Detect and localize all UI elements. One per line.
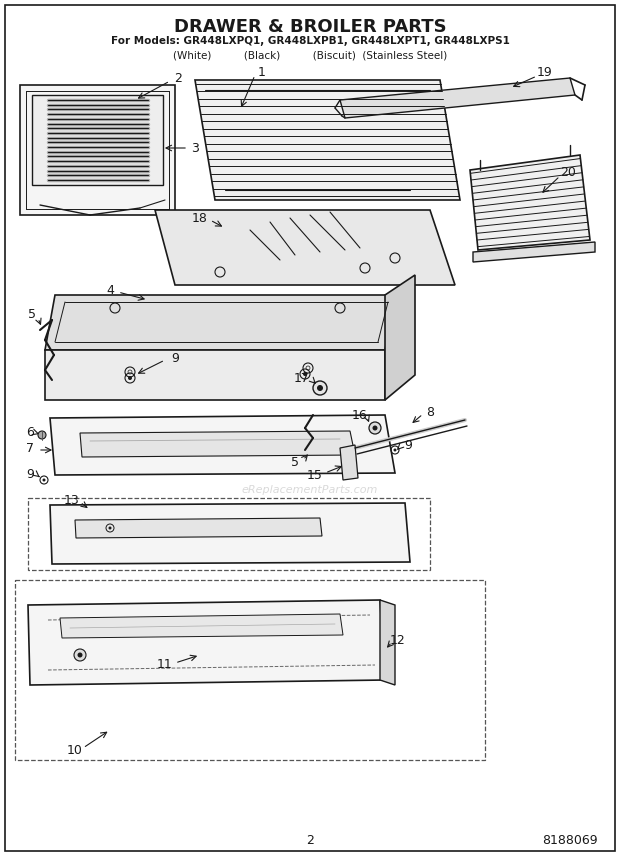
- Polygon shape: [340, 78, 575, 118]
- Text: eReplacementParts.com: eReplacementParts.com: [242, 485, 378, 495]
- Circle shape: [38, 431, 46, 439]
- Circle shape: [394, 449, 397, 451]
- Circle shape: [108, 526, 112, 530]
- Polygon shape: [473, 242, 595, 262]
- Polygon shape: [155, 210, 455, 285]
- Text: 11: 11: [157, 658, 173, 671]
- Text: 12: 12: [390, 633, 406, 646]
- Polygon shape: [470, 155, 590, 250]
- Polygon shape: [20, 85, 175, 215]
- Text: (White)          (Black)          (Biscuit)  (Stainless Steel): (White) (Black) (Biscuit) (Stainless Ste…: [173, 50, 447, 60]
- Text: 10: 10: [67, 744, 83, 757]
- Text: 2: 2: [306, 834, 314, 847]
- Polygon shape: [75, 518, 322, 538]
- Text: 8188069: 8188069: [542, 834, 598, 847]
- Polygon shape: [28, 600, 385, 685]
- Circle shape: [78, 652, 82, 657]
- Text: For Models: GR448LXPQ1, GR448LXPB1, GR448LXPT1, GR448LXPS1: For Models: GR448LXPQ1, GR448LXPB1, GR44…: [110, 36, 510, 46]
- Circle shape: [128, 376, 132, 380]
- Text: 4: 4: [106, 283, 114, 296]
- Polygon shape: [380, 600, 395, 685]
- Circle shape: [303, 372, 307, 376]
- Polygon shape: [32, 95, 163, 185]
- Text: 1: 1: [258, 66, 266, 79]
- Text: 19: 19: [537, 66, 553, 79]
- Circle shape: [317, 385, 323, 391]
- Text: 9: 9: [404, 438, 412, 451]
- Text: 15: 15: [307, 468, 323, 482]
- Text: DRAWER & BROILER PARTS: DRAWER & BROILER PARTS: [174, 18, 446, 36]
- Text: 20: 20: [560, 165, 576, 179]
- Polygon shape: [45, 350, 385, 400]
- Text: 2: 2: [174, 72, 182, 85]
- Text: 5: 5: [291, 455, 299, 468]
- Circle shape: [74, 649, 86, 661]
- Text: 5: 5: [28, 308, 36, 322]
- Text: 13: 13: [64, 494, 80, 507]
- Polygon shape: [340, 445, 358, 480]
- Polygon shape: [50, 503, 410, 564]
- Text: 6: 6: [26, 425, 34, 438]
- Polygon shape: [45, 295, 395, 350]
- Text: 3: 3: [191, 141, 199, 154]
- Circle shape: [313, 381, 327, 395]
- Text: 18: 18: [192, 211, 208, 224]
- Polygon shape: [385, 275, 415, 400]
- Text: 17: 17: [294, 372, 310, 384]
- Polygon shape: [80, 431, 355, 457]
- Text: 8: 8: [426, 406, 434, 419]
- Text: 9: 9: [171, 352, 179, 365]
- Circle shape: [43, 479, 45, 482]
- Text: 7: 7: [26, 442, 34, 455]
- Text: 16: 16: [352, 408, 368, 421]
- Text: 9: 9: [26, 467, 34, 480]
- Circle shape: [369, 422, 381, 434]
- Polygon shape: [60, 614, 343, 638]
- Circle shape: [373, 425, 378, 431]
- Polygon shape: [50, 415, 395, 475]
- Polygon shape: [195, 80, 460, 200]
